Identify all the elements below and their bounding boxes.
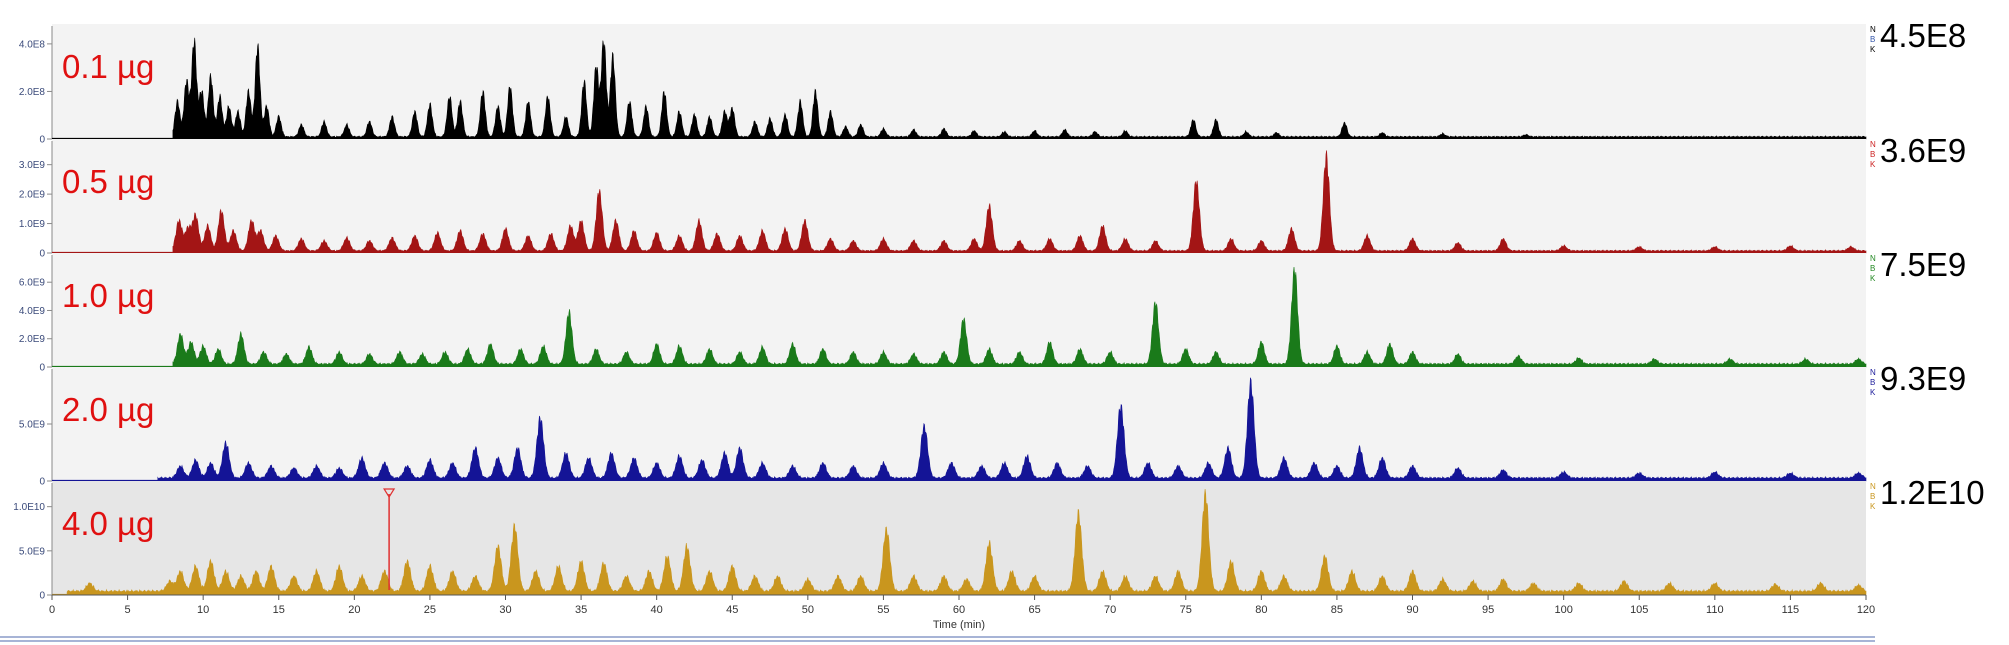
marker-triangle-icon	[383, 488, 396, 499]
chromatogram-trace	[157, 377, 1867, 482]
x-tick-label: 60	[953, 604, 965, 616]
sample-amount-label: 0.1 µg	[62, 48, 154, 85]
x-tick-label: 85	[1331, 604, 1343, 616]
x-tick-label: 90	[1406, 604, 1418, 616]
y-tick-label: 0	[39, 363, 45, 374]
x-tick-label: 70	[1104, 604, 1116, 616]
y-tick-label: 4.0E8	[19, 39, 46, 50]
x-tick-label: 100	[1554, 604, 1572, 616]
y-tick-label: 0	[39, 135, 45, 146]
x-tick-label: 120	[1857, 604, 1875, 616]
chromatogram-trace	[172, 266, 1867, 368]
y-tick-label: 3.0E9	[19, 160, 46, 171]
nbk-indicator: K	[1870, 45, 1876, 54]
x-tick-label: 50	[802, 604, 814, 616]
y-tick-label: 0	[39, 249, 45, 260]
intensity-scale-label: 9.3E9	[1880, 360, 1966, 397]
y-tick-label: 1.0E9	[19, 219, 46, 230]
sample-amount-label: 2.0 µg	[62, 391, 154, 428]
nbk-indicator: N	[1870, 368, 1876, 377]
x-tick-label: 95	[1482, 604, 1494, 616]
y-tick-label: 5.0E9	[19, 420, 46, 431]
x-tick-label: 20	[348, 604, 360, 616]
y-tick-label: 1.0E10	[13, 502, 45, 513]
sample-amount-label: 0.5 µg	[62, 163, 154, 200]
nbk-indicator: N	[1870, 140, 1876, 149]
x-tick-label: 0	[49, 604, 55, 616]
y-tick-label: 0	[39, 477, 45, 488]
x-tick-label: 105	[1630, 604, 1648, 616]
panel-background	[52, 139, 1866, 253]
nbk-indicator: B	[1870, 35, 1875, 44]
x-tick-label: 75	[1180, 604, 1192, 616]
x-tick-label: 35	[575, 604, 587, 616]
x-tick-label: 10	[197, 604, 209, 616]
y-tick-label: 0	[39, 591, 45, 602]
x-tick-label: 115	[1782, 604, 1800, 616]
panel-background	[52, 24, 1866, 139]
nbk-indicator: B	[1870, 264, 1875, 273]
panel-background	[52, 481, 1866, 595]
intensity-scale-label: 7.5E9	[1880, 246, 1966, 283]
nbk-indicator: K	[1870, 502, 1876, 511]
nbk-indicator: B	[1870, 150, 1875, 159]
panel-background	[52, 367, 1866, 481]
retention-time-marker[interactable]	[383, 488, 396, 590]
nbk-indicator: N	[1870, 254, 1876, 263]
y-tick-label: 5.0E9	[19, 546, 46, 557]
sample-amount-label: 1.0 µg	[62, 277, 154, 314]
x-tick-label: 110	[1706, 604, 1724, 616]
chromatogram-trace	[172, 37, 1867, 140]
y-tick-label: 2.0E8	[19, 87, 46, 98]
y-tick-label: 4.0E9	[19, 306, 46, 317]
nbk-indicator: B	[1870, 378, 1875, 387]
sample-amount-label: 4.0 µg	[62, 505, 154, 542]
x-tick-label: 45	[726, 604, 738, 616]
panel-5: 0 5.0E9 1.0E10 4.0 µg NBK 1.2E10	[13, 474, 1984, 602]
chromatogram-trace	[172, 150, 1867, 254]
x-axis-title: Time (min)	[933, 619, 985, 631]
x-tick-label: 40	[651, 604, 663, 616]
x-tick-label: 25	[424, 604, 436, 616]
x-tick-label: 80	[1255, 604, 1267, 616]
x-tick-label: 5	[125, 604, 131, 616]
x-axis: 0 5 10 15 20 25 30 35 40 45 50 55 60 65 70 75 80 85 90 95 10…	[49, 594, 1875, 631]
intensity-scale-label: 1.2E10	[1880, 474, 1985, 511]
nbk-indicator: B	[1870, 492, 1875, 501]
nbk-indicator: N	[1870, 482, 1876, 491]
chromatogram-trace	[66, 488, 1867, 596]
x-tick-label: 55	[877, 604, 889, 616]
y-tick-label: 2.0E9	[19, 190, 46, 201]
nbk-indicator: K	[1870, 160, 1876, 169]
y-tick-label: 2.0E9	[19, 334, 46, 345]
nbk-indicator: K	[1870, 274, 1876, 283]
x-tick-label: 30	[499, 604, 511, 616]
nbk-indicator: N	[1870, 25, 1876, 34]
nbk-indicator: K	[1870, 388, 1876, 397]
intensity-scale-label: 3.6E9	[1880, 132, 1966, 169]
x-tick-label: 15	[273, 604, 285, 616]
intensity-scale-label: 4.5E8	[1880, 17, 1966, 54]
y-tick-label: 6.0E9	[19, 278, 46, 289]
x-tick-label: 65	[1028, 604, 1040, 616]
